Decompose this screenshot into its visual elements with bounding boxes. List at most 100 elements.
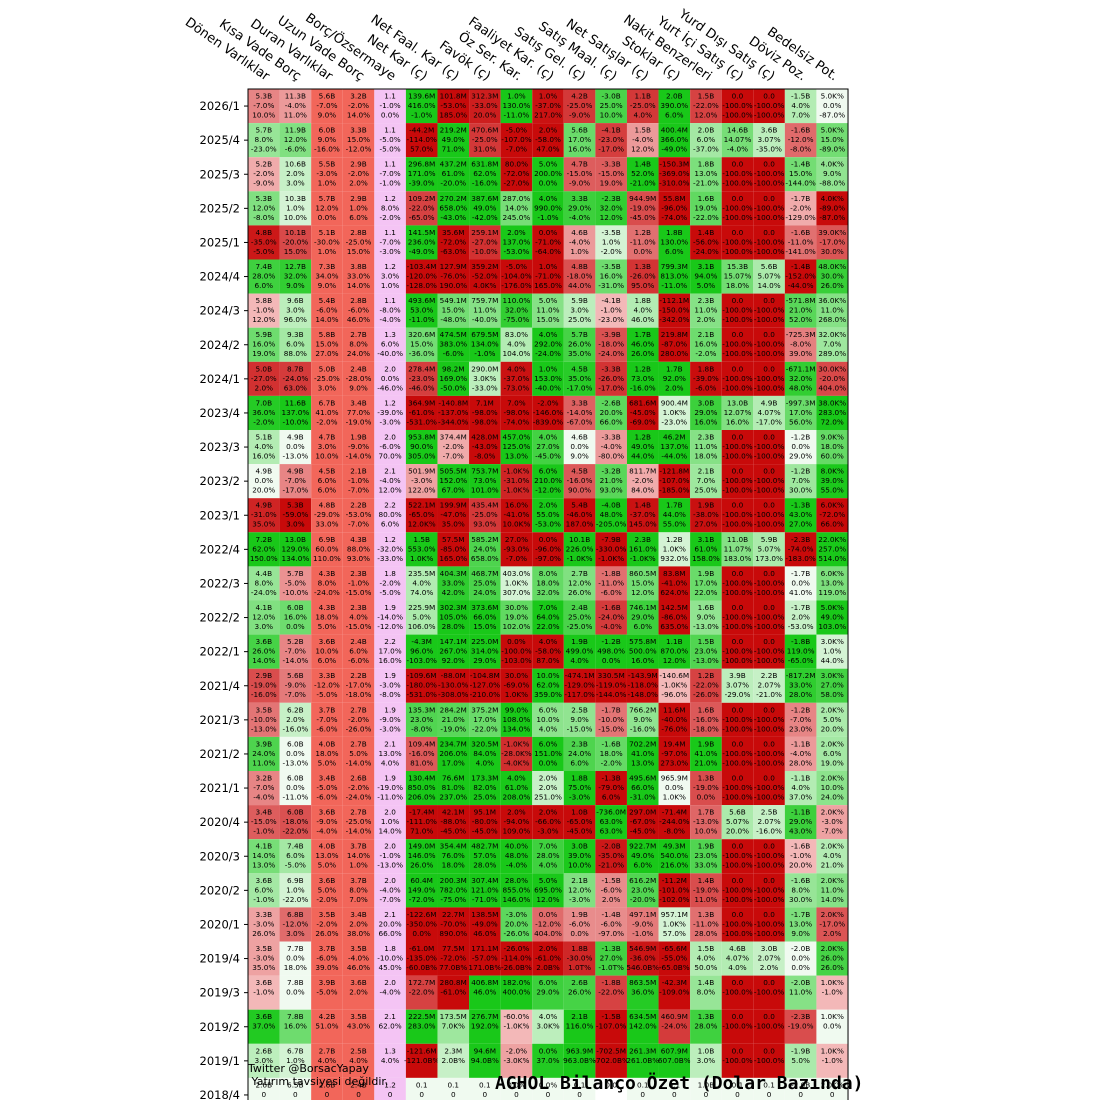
cell-value: -100.0% — [754, 179, 785, 188]
cell-value: -39.0% — [377, 408, 403, 417]
cell-value: 813.0% — [660, 272, 688, 281]
cell-value: 759.7M — [471, 296, 498, 305]
cell-value: 28.0% — [694, 929, 717, 938]
cell-value: -100.0% — [754, 861, 785, 870]
cell-value: 44.0% — [821, 656, 844, 665]
heatmap-cell — [563, 191, 596, 226]
heatmap-cell — [311, 498, 343, 533]
cell-value: 80.0% — [505, 160, 528, 169]
cell-value: -31.0% — [504, 476, 530, 485]
cell-value: 383.0% — [439, 340, 467, 349]
cell-value: -7.0% — [285, 476, 306, 485]
cell-value: -839.0% — [533, 417, 564, 426]
cell-value: 850.0% — [408, 783, 436, 792]
cell-value: -18.0% — [598, 340, 624, 349]
cell-value: 5.0% — [539, 296, 558, 305]
heatmap-cell — [532, 327, 564, 362]
cell-value: 38.0% — [347, 929, 370, 938]
cell-value: -41.0% — [504, 510, 530, 519]
cell-value: 522.1M — [408, 501, 435, 510]
cell-value: 150.0% — [250, 554, 278, 563]
cell-value: 1.2 — [384, 194, 396, 203]
cell-value: 2.3B — [698, 433, 715, 442]
cell-value: -118.0% — [628, 681, 659, 690]
cell-value: 1.9B — [698, 842, 715, 851]
cell-value: 20.0% — [726, 827, 749, 836]
cell-value: 183.0% — [724, 554, 752, 563]
cell-value: -25.0% — [346, 237, 372, 246]
cell-value: 1.9 — [384, 774, 396, 783]
heatmap-cell — [311, 361, 343, 396]
cell-value: 1.8B — [571, 944, 588, 953]
cell-value: -11.0% — [377, 793, 403, 802]
cell-value: 208.0% — [503, 793, 531, 802]
cell-value: 66.0% — [473, 613, 496, 622]
cell-value: 18.0% — [536, 578, 559, 587]
cell-value: 8.0% — [381, 203, 400, 212]
cell-value: 66.0% — [379, 929, 402, 938]
cell-value: 1.5B — [634, 126, 651, 135]
cell-value: 234.7M — [440, 739, 467, 748]
heatmap-cell — [690, 771, 722, 806]
cell-value: -15.0% — [251, 817, 277, 826]
cell-value: 43.0% — [789, 827, 812, 836]
cell-value: 6.7B — [319, 398, 336, 407]
heatmap-cell — [721, 668, 754, 703]
cell-value: 0.0% — [381, 111, 400, 120]
heatmap-cell — [816, 600, 849, 635]
cell-value: 0 — [356, 1090, 361, 1099]
cell-value: 6.0% — [318, 486, 337, 495]
cell-value: 11.3B — [285, 92, 306, 101]
cell-value: -109.0% — [659, 988, 690, 997]
heatmap-cell — [405, 293, 438, 328]
cell-value: 514.0% — [818, 554, 846, 563]
cell-value: 14.0% — [252, 851, 275, 860]
cell-value: -140.6M — [659, 671, 689, 680]
heatmap-cell — [595, 532, 627, 567]
cell-value: -1.0% — [380, 851, 401, 860]
cell-value: -28.0% — [346, 374, 372, 383]
cell-value: -42.0% — [472, 213, 498, 222]
cell-value: 4.9B — [255, 467, 272, 476]
cell-value: -100.0% — [754, 929, 785, 938]
cell-value: 631.8M — [471, 160, 498, 169]
cell-value: 280.0% — [660, 349, 688, 358]
cell-value: 32.0% — [505, 306, 528, 315]
cell-value: 799.3M — [661, 262, 688, 271]
cell-value: -1.0% — [822, 988, 843, 997]
cell-value: 5.0% — [539, 160, 558, 169]
cell-value: 95.1M — [474, 808, 497, 817]
heatmap-cell — [279, 225, 312, 260]
cell-value: -7.0% — [506, 554, 527, 563]
cell-value: 22.0% — [536, 622, 559, 631]
cell-value: 7.1M — [476, 398, 494, 407]
heatmap-cell — [721, 736, 754, 771]
cell-value: 18.0% — [821, 442, 844, 451]
cell-value: 273.0% — [660, 758, 688, 767]
cell-value: 10.1B — [569, 535, 590, 544]
cell-value: 1.2B — [634, 433, 651, 442]
cell-value: 15.07% — [724, 272, 752, 281]
heatmap-cell — [311, 89, 343, 124]
heatmap-cell — [500, 123, 533, 158]
heatmap-cell — [721, 771, 754, 806]
cell-value: 4.0K% — [821, 160, 844, 169]
cell-value: 110.0% — [503, 296, 531, 305]
cell-value: -109.6M — [407, 671, 437, 680]
cell-value: 27.0% — [600, 954, 623, 963]
cell-value: 130.0% — [503, 101, 531, 110]
cell-value: 6.7B — [287, 1046, 304, 1055]
heatmap-cell — [500, 702, 533, 737]
cell-value: -1.1B — [791, 808, 810, 817]
heatmap-cell — [753, 805, 785, 840]
cell-value: 9.0% — [318, 111, 337, 120]
cell-value: 658.0% — [471, 554, 499, 563]
cell-value: -100.0% — [722, 988, 753, 997]
cell-value: 5.7B — [287, 569, 304, 578]
heatmap-cell — [469, 395, 501, 430]
cell-value: 45.0% — [379, 963, 402, 972]
cell-value: 28.0% — [536, 851, 559, 860]
cell-value: 2.1B — [698, 467, 715, 476]
cell-value: 32.0% — [284, 272, 307, 281]
heatmap-cell — [437, 702, 470, 737]
